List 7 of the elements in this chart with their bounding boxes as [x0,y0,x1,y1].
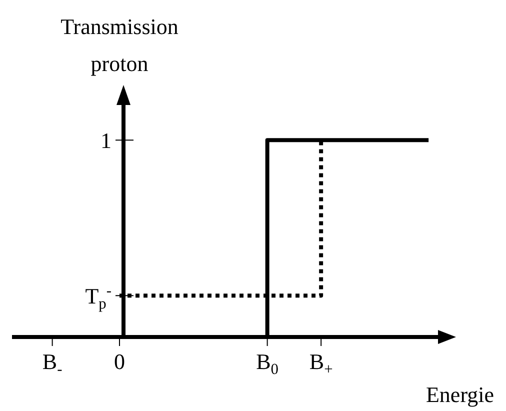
y-axis-title: Transmission proton [60,14,178,76]
annotation: 1 [100,128,112,154]
x-tick-label: B$_{+}$ [309,349,333,378]
x-tick-label: B$_{0}$ [256,349,279,378]
x-axis-title: Energie [426,382,494,407]
x-tick-label: B$_{-}$ [42,349,62,378]
x-tick-label: 0 [114,349,125,374]
